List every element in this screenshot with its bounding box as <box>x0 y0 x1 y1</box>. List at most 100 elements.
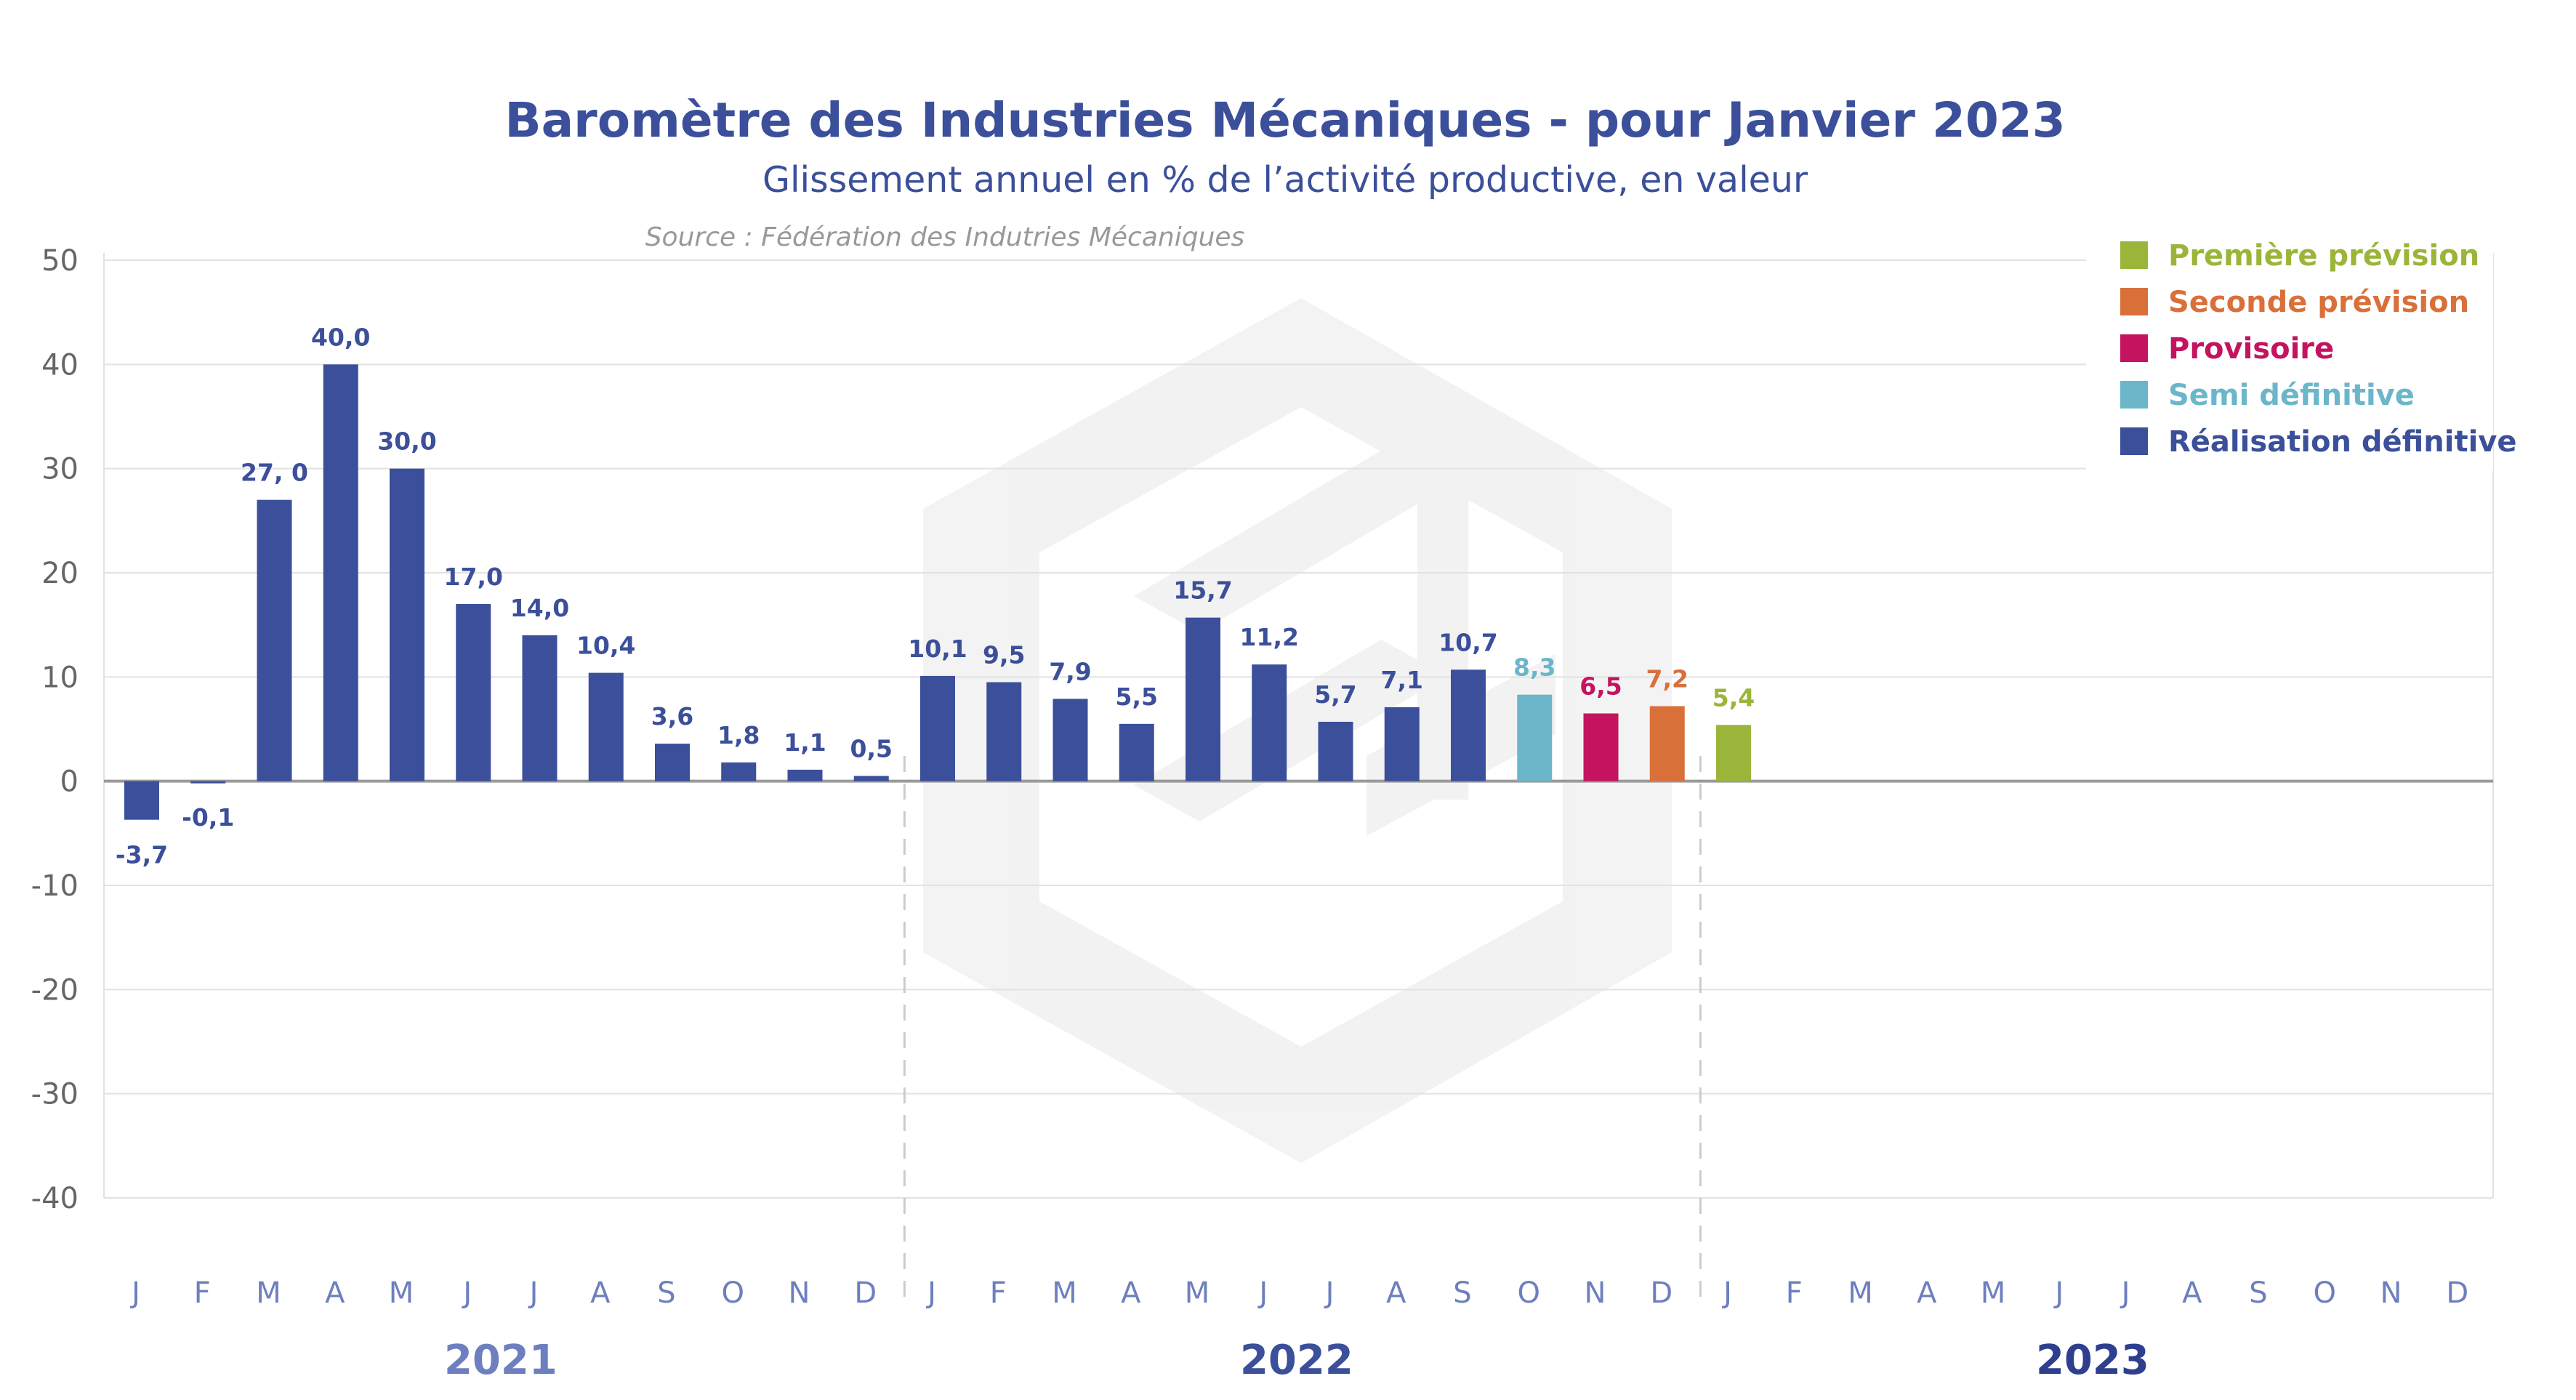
month-label: F <box>1786 1276 1803 1310</box>
month-label: A <box>590 1276 611 1310</box>
bar <box>1252 664 1287 781</box>
data-label: 27, 0 <box>241 459 308 487</box>
data-label: 30,0 <box>377 427 436 456</box>
bar <box>124 781 159 820</box>
legend-label: Première prévision <box>2168 239 2479 273</box>
legend-swatch <box>2120 381 2148 409</box>
data-label: 11,2 <box>1240 623 1299 651</box>
month-label: M <box>1185 1276 1210 1310</box>
year-label: 2022 <box>1240 1337 1353 1384</box>
month-label: J <box>1257 1276 1268 1310</box>
y-tick-label: 50 <box>41 244 79 278</box>
y-tick-label: 40 <box>41 348 79 382</box>
data-label: 10,7 <box>1438 628 1497 656</box>
data-label: 1,1 <box>784 728 826 757</box>
month-label: J <box>2120 1276 2130 1310</box>
month-label: A <box>1917 1276 1937 1310</box>
month-label: A <box>1386 1276 1406 1310</box>
legend-background <box>2086 231 2493 471</box>
data-label: 7,1 <box>1381 666 1423 694</box>
chart-title: Baromètre des Industries Mécaniques - po… <box>504 92 2065 148</box>
y-tick-label: 20 <box>41 557 79 590</box>
bar <box>1318 721 1353 781</box>
year-label: 2023 <box>2036 1337 2149 1384</box>
legend-swatch <box>2120 288 2148 315</box>
bar <box>390 468 424 781</box>
y-axis-ticks: 50 40 30 20 10 0 -10 -20 -30 -40 <box>31 244 79 1215</box>
y-tick-label: 30 <box>41 453 79 486</box>
bar <box>721 762 757 781</box>
y-tick-label: 0 <box>60 765 79 799</box>
data-label: 0,5 <box>850 735 893 763</box>
data-label: 10,1 <box>908 635 967 663</box>
month-label: J <box>925 1276 936 1310</box>
bar <box>986 682 1022 781</box>
year-label: 2021 <box>444 1337 558 1384</box>
bar <box>190 781 226 784</box>
legend-label: Provisoire <box>2168 332 2334 366</box>
data-label: 5,5 <box>1116 683 1158 711</box>
bar <box>323 364 358 781</box>
month-label: F <box>194 1276 211 1310</box>
month-label: D <box>2446 1276 2468 1310</box>
bar <box>588 672 624 781</box>
data-label: 8,3 <box>1513 653 1555 682</box>
month-label: O <box>1518 1276 1540 1310</box>
month-label: N <box>789 1276 810 1310</box>
legend-swatch <box>2120 427 2148 455</box>
chart-subtitle: Glissement annuel en % de l’activité pro… <box>762 159 1808 201</box>
bar <box>655 744 690 781</box>
data-label: 14,0 <box>510 594 569 622</box>
bar <box>257 499 292 781</box>
legend-label: Seconde prévision <box>2168 286 2469 319</box>
bars <box>124 364 1751 820</box>
month-label: J <box>129 1276 140 1310</box>
legend-label: Semi définitive <box>2168 379 2415 412</box>
month-label: J <box>1324 1276 1335 1310</box>
month-label: A <box>2182 1276 2202 1310</box>
month-label: M <box>389 1276 414 1310</box>
month-label: A <box>325 1276 345 1310</box>
bar <box>522 635 558 781</box>
month-label: O <box>722 1276 744 1310</box>
chart-source: Source : Fédération des Indutries Mécani… <box>645 222 1245 252</box>
bar <box>1186 617 1220 781</box>
month-label: S <box>2249 1276 2267 1310</box>
month-label: M <box>1981 1276 2006 1310</box>
month-label: M <box>1052 1276 1077 1310</box>
bar <box>1716 725 1751 781</box>
bar <box>1517 694 1553 781</box>
data-label: 15,7 <box>1173 576 1232 605</box>
value-labels: -3,7 -0,1 27, 0 40,0 30,0 17,014,010,4 3,6 1,8 1… <box>116 323 1755 869</box>
data-label: -0,1 <box>182 803 234 832</box>
month-label: O <box>2314 1276 2336 1310</box>
x-axis-year-labels: 2021 2022 2023 <box>444 1337 2149 1384</box>
month-label: S <box>1453 1276 1471 1310</box>
month-label: D <box>854 1276 877 1310</box>
y-tick-label: 10 <box>41 661 79 694</box>
month-label: F <box>990 1276 1007 1310</box>
y-tick-label: -40 <box>31 1182 79 1215</box>
month-label: A <box>1121 1276 1141 1310</box>
data-label: 6,5 <box>1579 672 1622 701</box>
month-label: N <box>1585 1276 1606 1310</box>
data-label: 10,4 <box>576 632 635 660</box>
month-label: S <box>657 1276 675 1310</box>
data-label: 7,2 <box>1646 664 1689 693</box>
bar <box>1384 707 1420 781</box>
gridlines <box>103 253 2494 1199</box>
month-label: J <box>528 1276 539 1310</box>
month-label: D <box>1650 1276 1673 1310</box>
data-label: 17,0 <box>444 563 503 591</box>
data-label: 7,9 <box>1049 657 1091 685</box>
month-label: M <box>1848 1276 1873 1310</box>
bar <box>1583 713 1619 781</box>
y-tick-label: -10 <box>31 869 79 903</box>
bar <box>1119 723 1154 781</box>
data-label: 5,4 <box>1712 683 1755 712</box>
data-label: -3,7 <box>116 841 168 869</box>
month-label: J <box>1721 1276 1732 1310</box>
data-label: 1,8 <box>717 721 760 749</box>
